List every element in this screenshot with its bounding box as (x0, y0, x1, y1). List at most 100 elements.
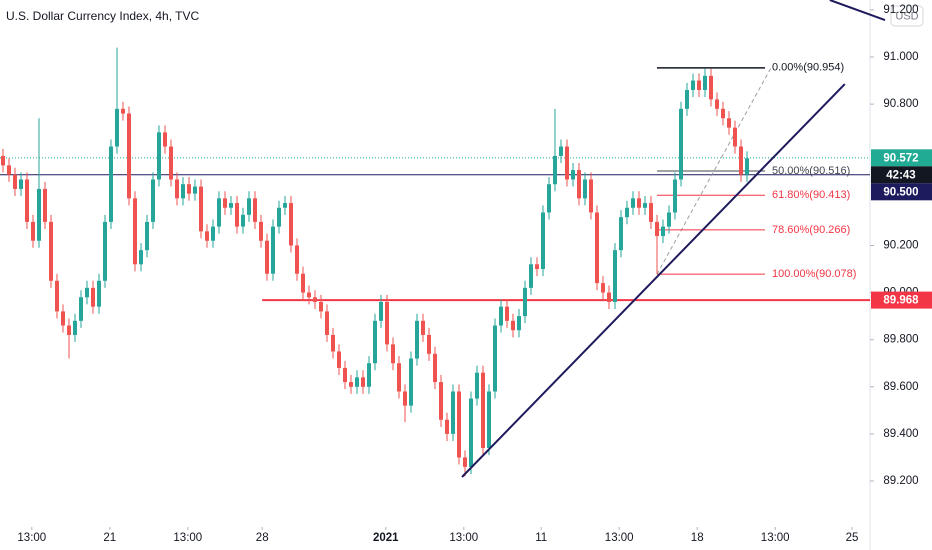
candle-body (229, 203, 233, 208)
candle-body (679, 108, 683, 180)
candle-body (253, 198, 257, 222)
candle-body (469, 398, 473, 467)
candle-body (145, 221, 149, 251)
candle-body (25, 179, 29, 222)
candle-body (73, 320, 77, 335)
candle-body (439, 382, 443, 420)
candle-body (91, 287, 95, 307)
candle-body (235, 203, 239, 227)
x-tick-label: 28 (256, 532, 269, 544)
candle-body (79, 297, 83, 321)
price-line-label-box (871, 183, 932, 201)
candle-body (487, 391, 491, 449)
candle-body (301, 273, 305, 293)
candle-body (259, 221, 263, 241)
x-tick-label: 13:00 (17, 532, 46, 544)
candle-body (199, 186, 203, 232)
candle-body (421, 320, 425, 335)
candle-body (535, 264, 539, 270)
candle-body (619, 217, 623, 251)
candle-body (709, 75, 713, 100)
candle-body (241, 214, 245, 227)
candle-body (205, 231, 209, 241)
x-tick-label: 13:00 (449, 532, 478, 544)
x-tick-label: 11 (535, 532, 547, 544)
fib-label: 78.60%(90.266) (772, 224, 850, 236)
candle-body (655, 221, 659, 237)
x-tick-label: 13:00 (605, 532, 634, 544)
candle-body (445, 419, 449, 434)
chart-title: U.S. Dollar Currency Index, 4h, TVC (6, 9, 200, 23)
fib-label: 61.80%(90.413) (772, 189, 850, 201)
candle-body (397, 363, 401, 392)
candle-body (403, 391, 407, 406)
candle-body (691, 80, 695, 90)
x-tick-label: 25 (846, 532, 859, 544)
candle-body (631, 198, 635, 208)
candle-body (157, 132, 161, 180)
candle-body (115, 108, 119, 147)
candle-body (211, 226, 215, 241)
candle-body (313, 297, 317, 302)
y-tick-label: 91.200 (883, 4, 918, 16)
candle-body (181, 184, 185, 199)
candle-body (85, 287, 89, 298)
candle-body (367, 363, 371, 387)
candle-body (427, 334, 431, 354)
candle-body (565, 146, 569, 180)
candle-body (475, 372, 479, 399)
x-tick-label: 2021 (373, 532, 399, 544)
candle-body (67, 325, 71, 335)
fib-label: 100.00%(90.078) (772, 268, 856, 280)
candle-body (133, 198, 137, 265)
candle-body (19, 179, 23, 189)
x-tick-label: 13:00 (173, 532, 202, 544)
candle-body (505, 306, 509, 321)
candle-body (601, 283, 605, 293)
candle-body (739, 146, 743, 175)
candle-body (97, 280, 101, 307)
candle-body (193, 186, 197, 194)
candle-body (733, 127, 737, 147)
x-tick-label: 21 (103, 532, 116, 544)
candle-body (337, 351, 341, 368)
candle-body (649, 203, 653, 222)
candle-body (529, 264, 533, 288)
candle-body (643, 203, 647, 208)
candle-body (415, 320, 419, 359)
candle-body (457, 391, 461, 458)
candle-body (559, 146, 563, 156)
candle-body (451, 391, 455, 434)
candle-body (127, 113, 131, 199)
candle-body (715, 99, 719, 109)
price-line-label-box (871, 291, 932, 309)
candle-body (385, 301, 389, 345)
price-line-label: 90.500 (883, 186, 918, 198)
candle-body (637, 198, 641, 208)
candle-body (103, 221, 107, 281)
candle-body (547, 184, 551, 213)
candle-body (175, 179, 179, 199)
y-tick-label: 91.000 (883, 51, 918, 63)
y-tick-label: 90.800 (883, 98, 918, 110)
candle-body (553, 155, 557, 185)
candle-body (595, 212, 599, 284)
candle-body (463, 457, 467, 467)
candle-body (247, 198, 251, 215)
candle-body (265, 240, 269, 274)
fib-label: 50.00%(90.516) (772, 165, 850, 177)
candle-body (61, 311, 65, 326)
candle-body (43, 188, 47, 222)
candle-body (13, 174, 17, 189)
candle-body (277, 207, 281, 227)
currency-button[interactable] (890, 5, 924, 27)
candle-body (325, 311, 329, 335)
candle-body (139, 250, 143, 265)
candle-body (571, 170, 575, 180)
x-tick-label: 13:00 (761, 532, 790, 544)
candle-body (745, 158, 749, 175)
candle-body (223, 198, 227, 208)
candle-body (661, 226, 665, 237)
candle-body (607, 292, 611, 302)
currency-label: USD (895, 10, 918, 22)
